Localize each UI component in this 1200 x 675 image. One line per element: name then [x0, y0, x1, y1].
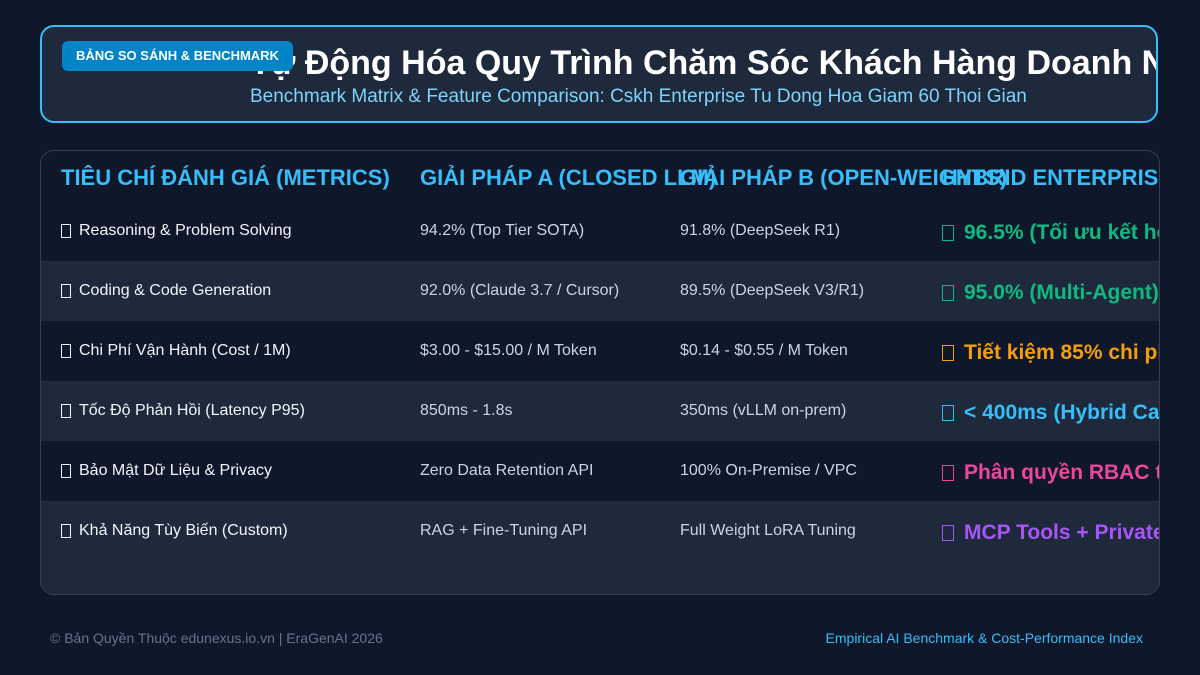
comparison-table: TIÊU CHÍ ĐÁNH GIÁ (METRICS) GIẢI PHÁP A … [40, 150, 1160, 595]
placeholder-glyph-icon [942, 225, 954, 241]
solution-b-cell: $0.14 - $0.55 / M Token [680, 321, 848, 381]
hybrid-cell: Phân quyền RBAC tuyệt đối [942, 443, 1159, 503]
hybrid-cell: 95.0% (Multi-Agent) [942, 263, 1159, 323]
column-header-solution-b: GIẢI PHÁP B (OPEN-WEIGHTS) [680, 165, 1008, 190]
table-header: TIÊU CHÍ ĐÁNH GIÁ (METRICS) GIẢI PHÁP A … [41, 151, 1159, 201]
hybrid-cell-text: < 400ms (Hybrid Cache) [964, 401, 1160, 424]
solution-a-cell: 92.0% (Claude 3.7 / Cursor) [420, 261, 619, 321]
solution-a-cell: $3.00 - $15.00 / M Token [420, 321, 597, 381]
table-row: Tốc Độ Phản Hồi (Latency P95) 850ms - 1.8… [41, 381, 1159, 441]
solution-b-cell: Full Weight LoRA Tuning [680, 501, 856, 561]
table-row: Reasoning & Problem Solving 94.2% (Top Ti… [41, 201, 1159, 261]
solution-a-cell-text: 92.0% (Claude 3.7 / Cursor) [420, 282, 620, 299]
solution-a-cell: RAG + Fine-Tuning API [420, 501, 587, 561]
placeholder-glyph-icon [61, 464, 71, 478]
placeholder-glyph-icon [942, 285, 954, 301]
metric-cell-text: Reasoning & Problem Solving [79, 222, 292, 239]
metric-cell: Tốc Độ Phản Hồi (Latency P95) [61, 381, 305, 441]
metric-cell-text: Chi Phí Vận Hành (Cost / 1M) [79, 342, 291, 359]
solution-a-cell: 94.2% (Top Tier SOTA) [420, 201, 584, 261]
footer-copyright: © Bản Quyền Thuộc edunexus.io.vn | EraGe… [50, 630, 383, 646]
page-title: Tự Động Hóa Quy Trình Chăm Sóc Khách Hàn… [250, 44, 1158, 82]
placeholder-glyph-icon [942, 465, 954, 481]
metric-cell-text: Tốc Độ Phản Hồi (Latency P95) [79, 402, 305, 419]
solution-b-cell-text: 350ms (vLLM on-prem) [680, 402, 847, 419]
column-header-hybrid: HYBRID ENTERPRISE STACK [942, 165, 1160, 190]
hybrid-cell: < 400ms (Hybrid Cache) [942, 383, 1160, 443]
solution-b-cell-text: 100% On-Premise / VPC [680, 462, 857, 479]
page-subtitle: Benchmark Matrix & Feature Comparison: C… [250, 86, 1027, 107]
placeholder-glyph-icon [942, 525, 954, 541]
solution-b-cell: 91.8% (DeepSeek R1) [680, 201, 840, 261]
solution-b-cell-text: 89.5% (DeepSeek V3/R1) [680, 282, 865, 299]
solution-a-cell: 850ms - 1.8s [420, 381, 512, 441]
placeholder-glyph-icon [61, 284, 71, 298]
placeholder-glyph-icon [61, 344, 71, 358]
metric-cell: Chi Phí Vận Hành (Cost / 1M) [61, 321, 291, 381]
solution-a-cell: Zero Data Retention API [420, 441, 593, 501]
footer-tagline: Empirical AI Benchmark & Cost-Performanc… [825, 630, 1143, 646]
table-row: Coding & Code Generation 92.0% (Claude 3.… [41, 261, 1159, 321]
solution-b-cell-text: Full Weight LoRA Tuning [680, 522, 856, 539]
metric-cell-text: Coding & Code Generation [79, 282, 272, 299]
placeholder-glyph-icon [942, 345, 954, 361]
hybrid-cell-text: 95.0% (Multi-Agent) [964, 281, 1159, 304]
placeholder-glyph-icon [61, 224, 71, 238]
metric-cell-text: Khả Năng Tùy Biến (Custom) [79, 522, 288, 539]
solution-a-cell-text: 850ms - 1.8s [420, 402, 513, 419]
hybrid-cell-text: MCP Tools + Private RAG [964, 521, 1160, 544]
column-header-solution-a: GIẢI PHÁP A (CLOSED LLM) [420, 165, 717, 190]
hybrid-cell-text: Phân quyền RBAC tuyệt đối [964, 461, 1159, 484]
placeholder-glyph-icon [942, 405, 954, 421]
table-row: Bảo Mật Dữ Liệu & Privacy Zero Data Reten… [41, 441, 1159, 501]
solution-b-cell: 100% On-Premise / VPC [680, 441, 857, 501]
hybrid-cell-text: Tiết kiệm 85% chi phí [964, 341, 1160, 364]
solution-b-cell-text: 91.8% (DeepSeek R1) [680, 222, 841, 239]
table-row: Chi Phí Vận Hành (Cost / 1M) $3.00 - $15.… [41, 321, 1159, 381]
column-header-metrics: TIÊU CHÍ ĐÁNH GIÁ (METRICS) [61, 165, 390, 190]
hybrid-cell: MCP Tools + Private RAG [942, 503, 1160, 563]
solution-b-cell: 89.5% (DeepSeek V3/R1) [680, 261, 864, 321]
metric-cell-text: Bảo Mật Dữ Liệu & Privacy [79, 462, 273, 479]
header-card: Tự Động Hóa Quy Trình Chăm Sóc Khách Hàn… [40, 25, 1158, 123]
solution-a-cell-text: RAG + Fine-Tuning API [420, 522, 588, 539]
placeholder-glyph-icon [61, 524, 71, 538]
solution-a-cell-text: $3.00 - $15.00 / M Token [420, 342, 597, 359]
metric-cell: Khả Năng Tùy Biến (Custom) [61, 501, 288, 561]
metric-cell: Coding & Code Generation [61, 261, 271, 321]
table-row: Khả Năng Tùy Biến (Custom) RAG + Fine-Tun… [41, 501, 1159, 561]
solution-b-cell: 350ms (vLLM on-prem) [680, 381, 846, 441]
solution-a-cell-text: 94.2% (Top Tier SOTA) [420, 222, 585, 239]
hybrid-cell-text: 96.5% (Tối ưu kết hợp) [964, 221, 1159, 244]
hybrid-cell: Tiết kiệm 85% chi phí [942, 323, 1160, 383]
solution-a-cell-text: Zero Data Retention API [420, 462, 594, 479]
hybrid-cell: 96.5% (Tối ưu kết hợp) [942, 203, 1159, 263]
solution-b-cell-text: $0.14 - $0.55 / M Token [680, 342, 848, 359]
placeholder-glyph-icon [61, 404, 71, 418]
metric-cell: Bảo Mật Dữ Liệu & Privacy [61, 441, 272, 501]
metric-cell: Reasoning & Problem Solving [61, 201, 292, 261]
category-badge: BẢNG SO SÁNH & BENCHMARK [62, 41, 293, 71]
